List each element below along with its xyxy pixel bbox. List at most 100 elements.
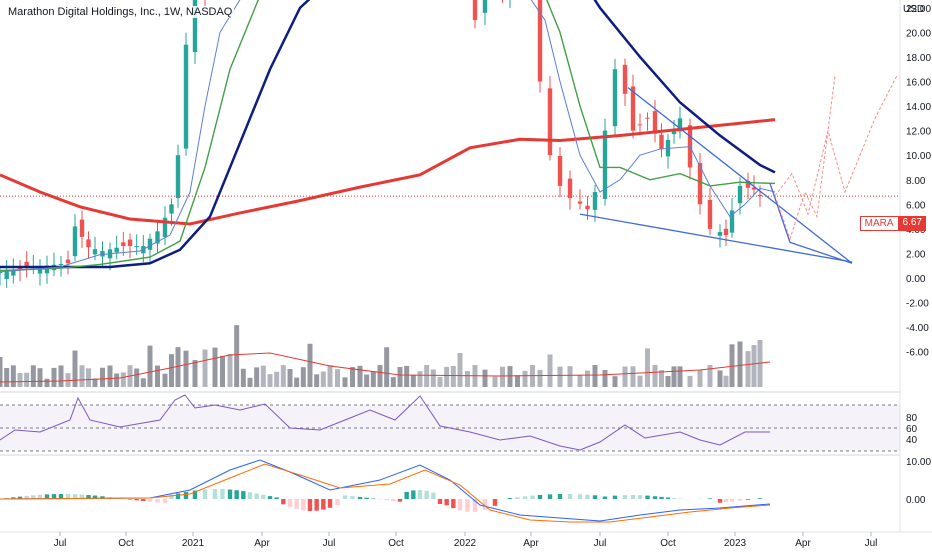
price-tick-label: 8.00: [906, 176, 926, 187]
volume-bar: [193, 360, 198, 387]
volume-bar: [134, 368, 139, 387]
volume-bar: [0, 357, 3, 387]
macd-histogram-bar: [391, 499, 395, 501]
time-tick-label: Jul: [323, 538, 336, 549]
time-tick-label: Oct: [118, 538, 134, 549]
time-tick-label: 2023: [724, 538, 747, 549]
price-tag: MARA 6.67: [860, 216, 926, 231]
macd-histogram-bar: [411, 490, 415, 499]
macd-histogram-bar: [724, 499, 728, 502]
candle-body: [548, 88, 552, 155]
volume-bar: [593, 365, 598, 387]
volume-bar: [538, 370, 543, 387]
candle-body: [80, 220, 84, 237]
volume-bar: [268, 374, 273, 387]
macd-histogram-bar: [343, 495, 347, 499]
volume-bar: [500, 367, 505, 387]
macd-histogram-bar: [213, 489, 217, 499]
volume-bar: [364, 375, 369, 387]
volume-bar: [558, 367, 563, 387]
candle-body: [623, 65, 627, 94]
candle-body: [638, 124, 642, 125]
volume-bar: [45, 379, 50, 387]
volume-bar: [398, 367, 403, 387]
ma-20: [0, 0, 775, 271]
candle-body: [613, 69, 617, 126]
volume-bar: [328, 365, 333, 387]
macd-histogram-bar: [418, 490, 422, 499]
projection-path-b: [775, 75, 897, 214]
volume-bar: [508, 366, 513, 387]
volume-bar: [86, 368, 91, 387]
volume-bar: [688, 376, 693, 387]
macd-histogram-bar: [431, 493, 435, 499]
volume-bar: [585, 371, 590, 387]
macd-histogram-bar: [141, 499, 145, 501]
macd-histogram-bar: [228, 490, 232, 499]
volume-bar: [248, 378, 253, 387]
ma-200: [0, 120, 775, 224]
volume-bar: [548, 354, 553, 387]
macd-histogram-bar: [294, 499, 298, 509]
macd-histogram-bar: [568, 494, 572, 499]
candle-body: [128, 240, 132, 247]
volume-bar: [294, 378, 299, 387]
price-tick-label: 16.00: [906, 78, 931, 89]
volume-bar: [451, 366, 456, 387]
price-tick-label: 14.00: [906, 102, 931, 113]
macd-tick-label: 10.00: [906, 457, 931, 468]
candle-body: [100, 251, 104, 256]
candle-body: [558, 156, 562, 186]
macd-histogram-bar: [593, 495, 597, 499]
macd-histogram-bar: [578, 494, 582, 499]
volume-bar: [523, 371, 528, 387]
macd-histogram-bar: [134, 499, 138, 500]
volume-bar: [38, 368, 43, 387]
volume-bar: [80, 365, 85, 387]
macd-histogram-bar: [613, 496, 617, 499]
volume-bar: [752, 345, 757, 387]
candle-body: [4, 271, 8, 279]
volume-bar: [645, 348, 650, 387]
candle-body: [708, 200, 712, 229]
volume-bar: [568, 366, 573, 387]
macd-histogram-bar: [398, 499, 402, 502]
volume-bar: [4, 368, 9, 387]
volume-bar: [659, 370, 664, 387]
macd-histogram-bar: [274, 497, 278, 499]
macd-histogram-bar: [203, 489, 207, 499]
volume-bar: [493, 377, 498, 387]
volume-bar: [623, 367, 628, 387]
macd-histogram-bar: [738, 499, 742, 501]
macd-histogram-bar: [155, 499, 159, 503]
candle-body: [593, 192, 597, 210]
volume-bar: [281, 365, 286, 387]
volume-bar: [148, 346, 153, 387]
volume-bar: [335, 369, 340, 387]
macd-histogram-bar: [148, 499, 152, 502]
macd-histogram-bar: [672, 498, 676, 499]
macd-histogram-bar: [424, 491, 428, 499]
volume-bar: [321, 372, 326, 387]
macd-histogram-bar: [746, 499, 750, 500]
macd-histogram-bar: [515, 497, 519, 499]
macd-histogram-bar: [220, 489, 224, 499]
volume-bar: [653, 365, 658, 387]
macd-histogram-bar: [659, 497, 663, 499]
volume-bar: [100, 368, 105, 387]
volume-bar: [378, 365, 383, 387]
candle-body: [758, 195, 762, 196]
trendline-projection: [770, 183, 852, 263]
volume-bar: [384, 347, 389, 387]
candle-body: [724, 229, 728, 235]
candle-body: [585, 206, 589, 210]
macd-histogram-bar: [241, 491, 245, 499]
price-tag-value: 6.67: [899, 216, 926, 231]
time-tick-label: Oct: [388, 538, 404, 549]
volume-bar: [203, 349, 208, 387]
volume-bar: [254, 367, 259, 387]
candle-body: [148, 239, 152, 250]
volume-bar: [438, 377, 443, 387]
macd-histogram-bar: [585, 495, 589, 499]
